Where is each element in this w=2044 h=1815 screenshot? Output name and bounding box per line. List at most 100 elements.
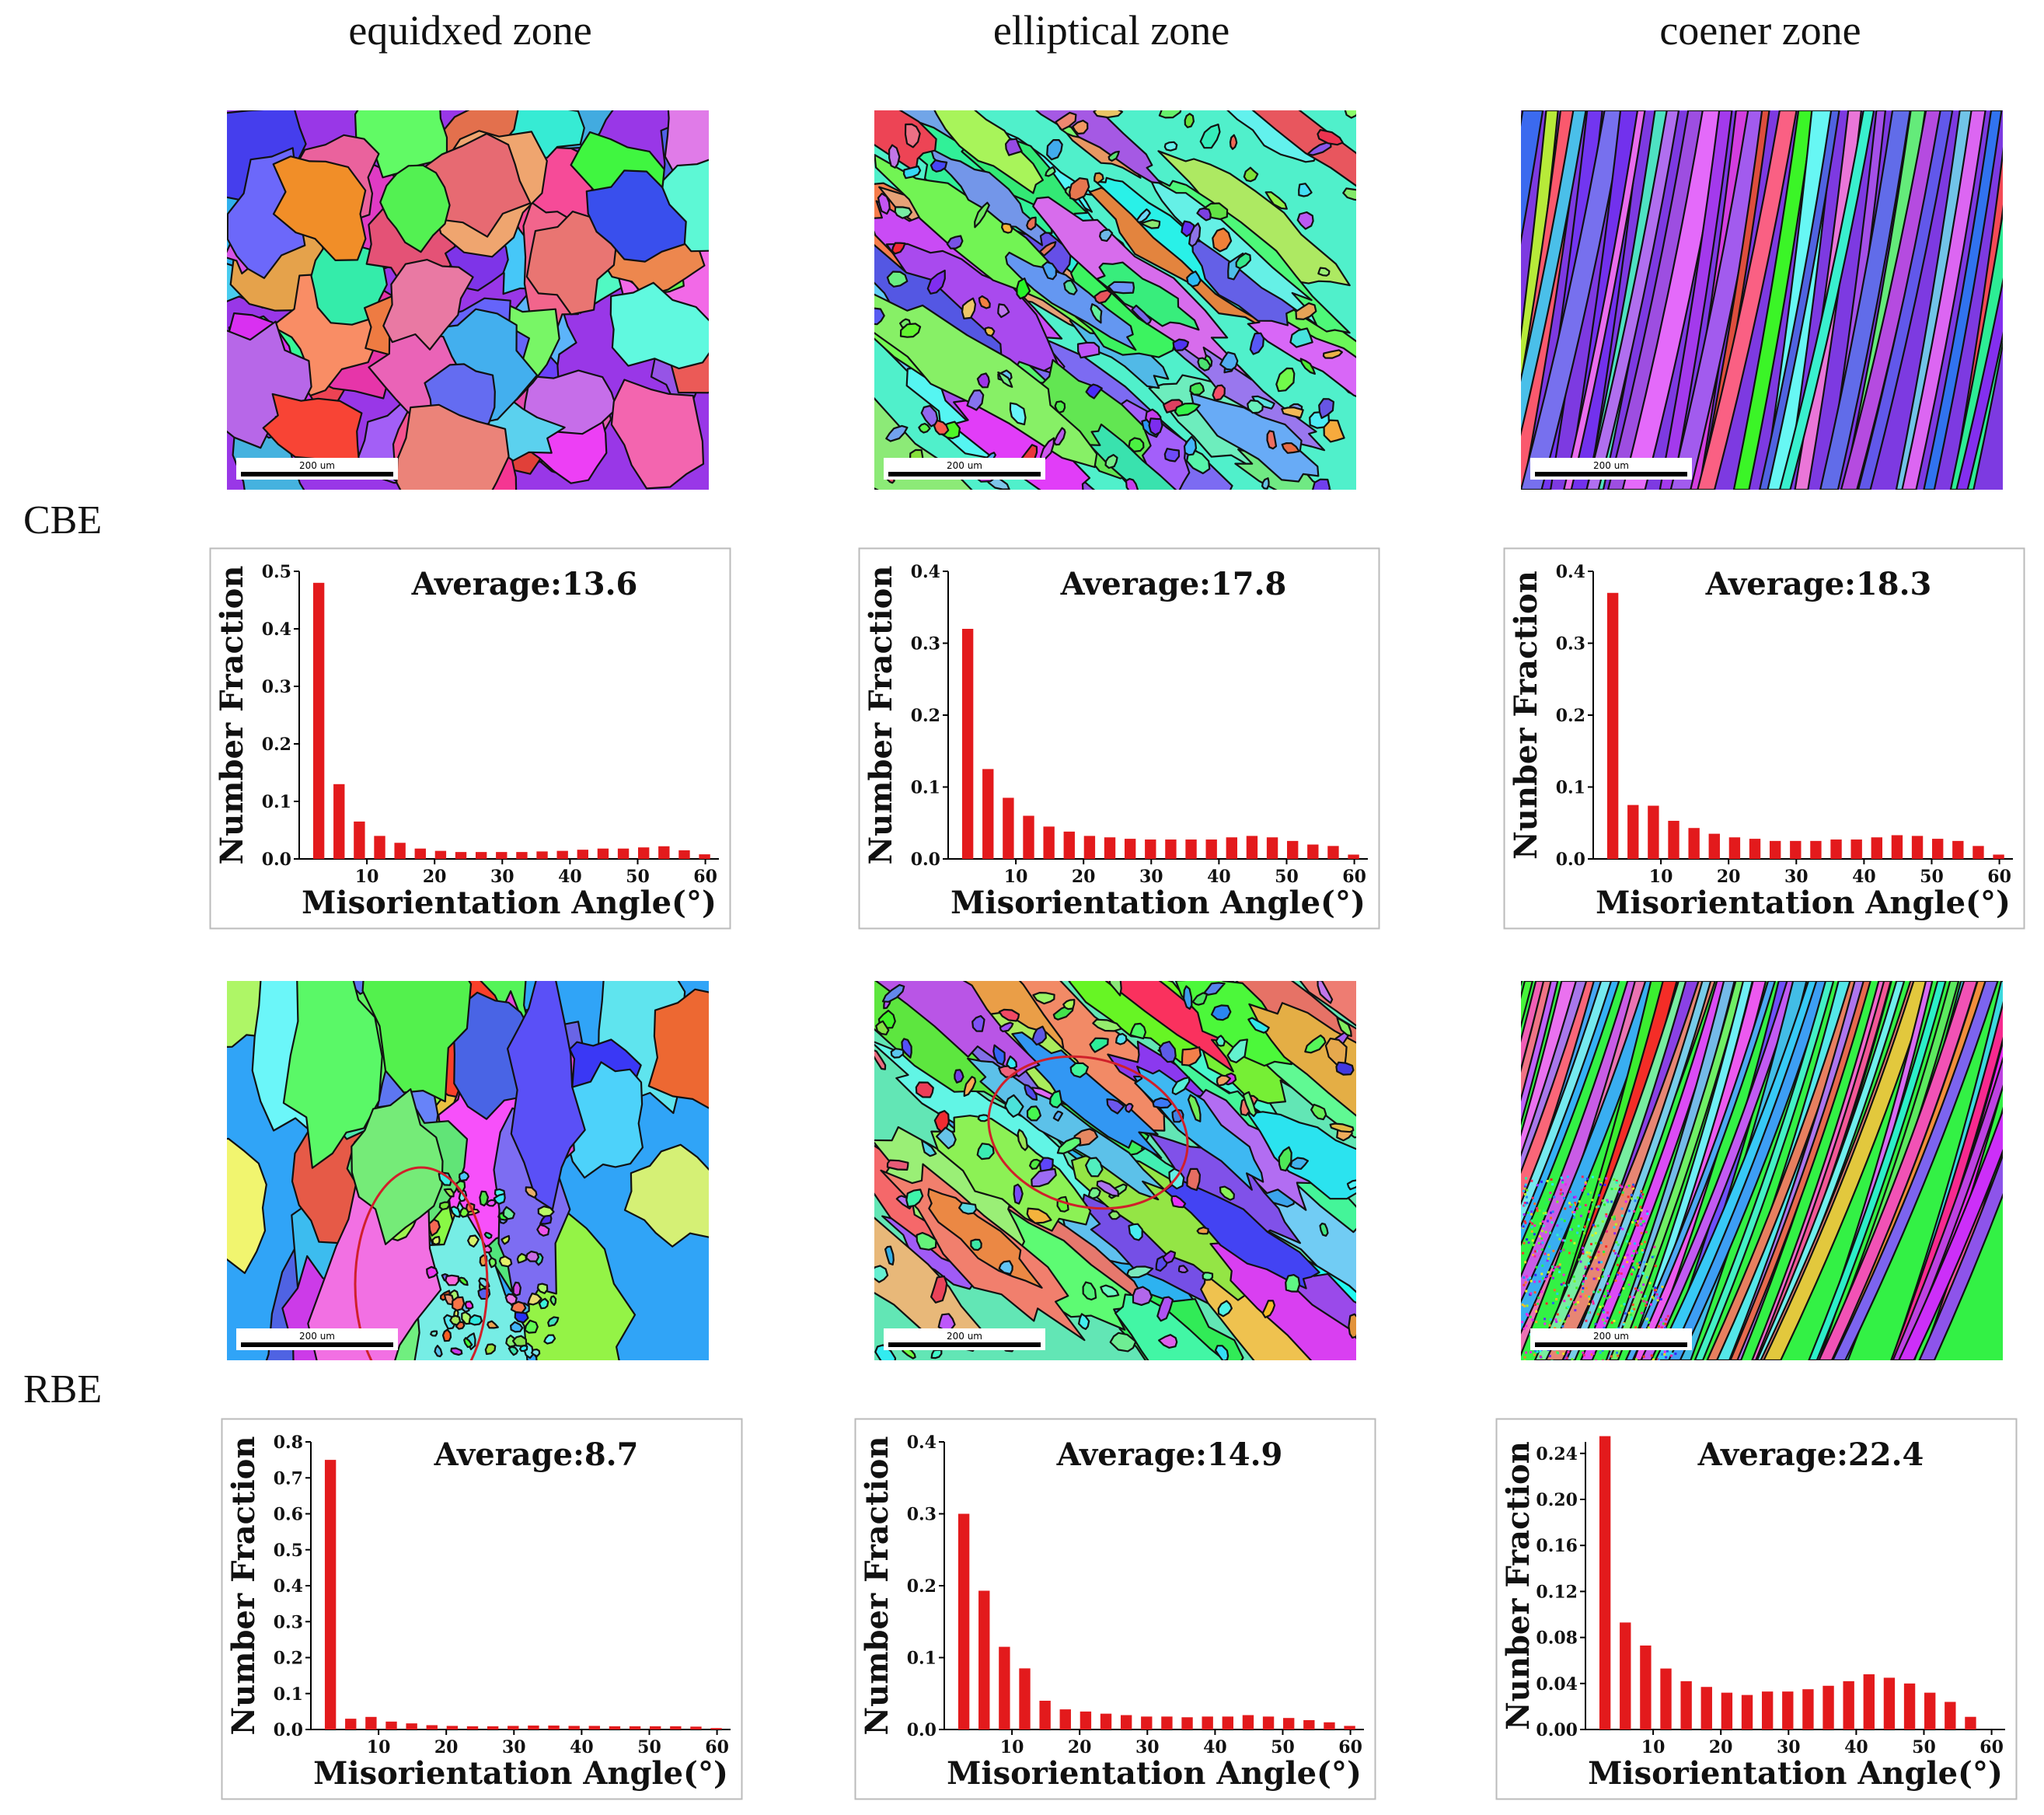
- x-tick-label: 60: [1987, 867, 2011, 887]
- bar: [1083, 836, 1096, 859]
- column-title-corner: coener zone: [1659, 7, 1861, 54]
- y-tick-label: 0.20: [1536, 1490, 1578, 1510]
- bar: [1728, 837, 1741, 859]
- y-tick-label: 0.3: [274, 1612, 303, 1632]
- x-tick-label: 10: [367, 1737, 391, 1757]
- bar: [1100, 1713, 1112, 1729]
- y-tick-label: 0.0: [911, 850, 940, 870]
- bar: [1303, 1719, 1315, 1729]
- x-tick-label: 50: [1912, 1737, 1936, 1757]
- chart-frame: [1503, 547, 2025, 930]
- bar: [1741, 1695, 1753, 1729]
- x-tick-label: 40: [558, 867, 582, 887]
- scale-bar-label: 200 um: [947, 460, 982, 471]
- bar: [333, 784, 345, 859]
- bar: [1080, 1711, 1092, 1729]
- y-tick-label: 0.2: [1556, 706, 1585, 726]
- bar: [678, 850, 690, 859]
- y-tick-label: 0.4: [1556, 562, 1585, 582]
- bar: [516, 852, 528, 859]
- row-label-cbe: CBE: [23, 498, 103, 543]
- y-tick-label: 0.00: [1536, 1720, 1578, 1740]
- histogram-cbe-corner: 0.0 0.1 0.2 0.3 0.4 10 20 30 40 50 60 Average:18.3 M…: [1503, 547, 2025, 930]
- scale-bar-label: 200 um: [299, 460, 335, 471]
- x-tick-label: 10: [1004, 867, 1028, 887]
- bar: [536, 851, 548, 859]
- bar: [1003, 798, 1014, 859]
- bar: [1039, 1701, 1051, 1729]
- x-tick-label: 40: [1852, 867, 1876, 887]
- bar: [1063, 831, 1075, 859]
- bar: [1648, 805, 1659, 859]
- bar: [466, 1726, 479, 1729]
- bar: [1620, 1622, 1631, 1729]
- y-axis-label: Nunber Fraction: [1500, 1441, 1536, 1730]
- y-tick-label: 0.3: [262, 677, 291, 697]
- ebsd-map-cbe-elliptical: 200 um: [874, 110, 1356, 490]
- bar: [1205, 839, 1217, 859]
- scale-bar-label: 200 um: [299, 1331, 335, 1342]
- bar: [1145, 839, 1156, 859]
- bar: [568, 1726, 580, 1729]
- bar: [1226, 837, 1237, 859]
- y-axis-label: Number Fraction: [863, 566, 899, 865]
- bar: [1688, 828, 1700, 859]
- y-tick-label: 0.2: [907, 1576, 937, 1597]
- x-tick-label: 30: [490, 867, 514, 887]
- bar: [577, 850, 588, 859]
- y-tick-label: 0.2: [262, 735, 291, 755]
- y-tick-label: 0.3: [1556, 634, 1585, 654]
- y-tick-label: 0.6: [274, 1505, 303, 1525]
- bar: [1262, 1716, 1275, 1729]
- bar: [1668, 820, 1679, 859]
- x-tick-label: 10: [1641, 1737, 1666, 1757]
- x-tick-label: 30: [1784, 867, 1809, 887]
- bar: [1993, 854, 2004, 859]
- bar: [1660, 1668, 1672, 1729]
- bar: [1891, 835, 1903, 859]
- bar: [312, 582, 325, 859]
- bar: [609, 1726, 621, 1729]
- bar: [508, 1726, 519, 1729]
- scale-bar-label: 200 um: [947, 1331, 982, 1342]
- bar: [324, 1460, 337, 1729]
- x-tick-label: 60: [705, 1737, 729, 1757]
- bar: [455, 852, 467, 859]
- histogram-rbe-elliptical: 0.0 0.1 0.2 0.3 0.4 10 20 30 40 50 60 Average:14.9 M…: [854, 1418, 1376, 1800]
- highlight-ellipse: [987, 1055, 1189, 1210]
- y-tick-label: 0.04: [1536, 1674, 1578, 1695]
- x-tick-label: 50: [1271, 1737, 1295, 1757]
- bar: [1945, 1702, 1956, 1729]
- bar: [1104, 837, 1116, 859]
- y-tick-label: 0.1: [274, 1684, 303, 1705]
- bar: [496, 852, 508, 859]
- bar: [406, 1723, 417, 1729]
- bar: [1161, 1716, 1173, 1729]
- highlight-ellipse: [354, 1166, 489, 1360]
- bar: [1932, 839, 1944, 859]
- bar: [1266, 837, 1278, 859]
- bar: [487, 1726, 499, 1729]
- column-title-equiaxed: equidxed zone: [348, 7, 592, 54]
- bar: [1810, 840, 1822, 859]
- x-tick-label: 30: [1777, 1737, 1801, 1757]
- y-tick-label: 0.12: [1536, 1582, 1578, 1602]
- bar: [1246, 836, 1258, 859]
- bar: [1700, 1687, 1712, 1729]
- bar: [1965, 1716, 1976, 1729]
- scale-bar: [888, 472, 1041, 476]
- ebsd-map-rbe-elliptical: 200 um: [874, 981, 1356, 1360]
- bar: [690, 1726, 702, 1729]
- x-tick-label: 60: [1342, 867, 1366, 887]
- x-axis-label: Misorientation Angle(°): [1596, 885, 2011, 921]
- bar: [710, 1728, 722, 1729]
- x-tick-label: 60: [1979, 1737, 2004, 1757]
- bar: [629, 1726, 641, 1729]
- x-tick-label: 60: [693, 867, 717, 887]
- bar: [638, 847, 650, 859]
- bar: [385, 1721, 397, 1729]
- bar: [1606, 592, 1619, 859]
- bar: [597, 848, 609, 859]
- bar: [1769, 840, 1781, 859]
- bar: [1043, 826, 1055, 859]
